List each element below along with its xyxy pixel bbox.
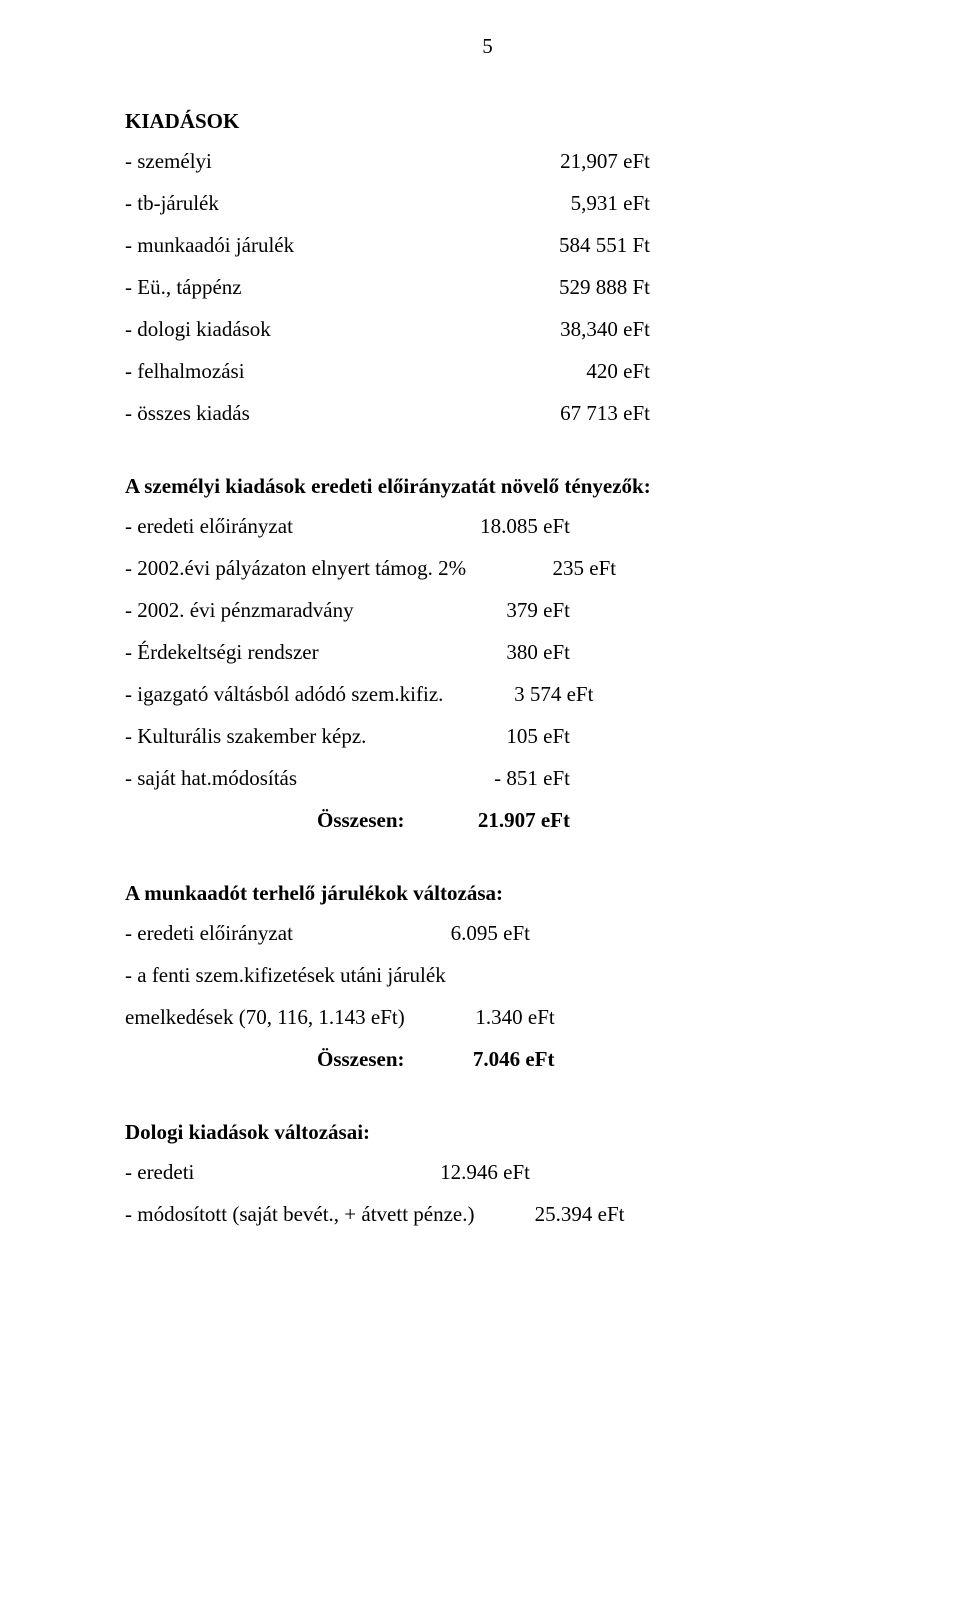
row-label: - a fenti szem.kifizetések utáni járulék xyxy=(125,954,446,996)
kiadasok-row: - felhalmozási 420 eFt xyxy=(125,350,850,392)
jarulekok-summary-row: Összesen: 7.046 eFt xyxy=(125,1038,850,1080)
dologi-row: - módosított (saját bevét., + átvett pén… xyxy=(125,1193,850,1235)
row-value: 67 713 eFt xyxy=(490,392,650,434)
row-label: - Kulturális szakember képz. xyxy=(125,715,366,757)
szemelyi-row: - eredeti előirányzat 18.085 eFt xyxy=(125,505,850,547)
dologi-block: Dologi kiadások változásai: - eredeti 12.… xyxy=(125,1120,850,1235)
row-value: 18.085 eFt xyxy=(420,505,570,547)
kiadasok-block: KIADÁSOK - személyi21,907 eFt- tb-járulé… xyxy=(125,109,850,434)
szemelyi-row: - igazgató váltásból adódó szem.kifiz.3 … xyxy=(125,673,850,715)
row-label: - eredeti előirányzat xyxy=(125,912,293,954)
jarulekok-summary-value: 7.046 eFt xyxy=(405,1038,555,1080)
row-label: - tb-járulék xyxy=(125,182,219,224)
row-label: - igazgató váltásból adódó szem.kifiz. xyxy=(125,673,443,715)
row-label: - személyi xyxy=(125,140,212,182)
row-value: 5,931 eFt xyxy=(490,182,650,224)
row-label: - saját hat.módosítás xyxy=(125,757,297,799)
jarulekok-heading: A munkaadót terhelő járulékok változása: xyxy=(125,881,850,906)
row-value: 12.946 eFt xyxy=(380,1151,530,1193)
row-value: 235 eFt xyxy=(466,547,616,589)
row-label: - eredeti xyxy=(125,1151,194,1193)
row-label: - Eü., táppénz xyxy=(125,266,242,308)
jarulekok-row: emelkedések (70, 116, 1.143 eFt)1.340 eF… xyxy=(125,996,850,1038)
row-value: 6.095 eFt xyxy=(380,912,530,954)
szemelyi-summary-row: Összesen: 21.907 eFt xyxy=(125,799,850,841)
row-label: - összes kiadás xyxy=(125,392,250,434)
row-value: 25.394 eFt xyxy=(474,1193,624,1235)
dologi-heading: Dologi kiadások változásai: xyxy=(125,1120,850,1145)
row-value: 584 551 Ft xyxy=(490,224,650,266)
jarulekok-row: - eredeti előirányzat 6.095 eFt xyxy=(125,912,850,954)
row-value: 21,907 eFt xyxy=(490,140,650,182)
kiadasok-row: - tb-járulék 5,931 eFt xyxy=(125,182,850,224)
row-value: 420 eFt xyxy=(490,350,650,392)
kiadasok-row: - személyi 21,907 eFt xyxy=(125,140,850,182)
row-value: - 851 eFt xyxy=(420,757,570,799)
row-value: 105 eFt xyxy=(420,715,570,757)
row-label: - felhalmozási xyxy=(125,350,245,392)
szemelyi-row: - saját hat.módosítás - 851 eFt xyxy=(125,757,850,799)
row-label: - 2002. évi pénzmaradvány xyxy=(125,589,354,631)
row-value: 38,340 eFt xyxy=(490,308,650,350)
szemelyi-summary-value: 21.907 eFt xyxy=(420,799,570,841)
row-value: 379 eFt xyxy=(420,589,570,631)
szemelyi-row: - Kulturális szakember képz. 105 eFt xyxy=(125,715,850,757)
row-label: - 2002.évi pályázaton elnyert támog. 2% xyxy=(125,547,466,589)
row-label: - eredeti előirányzat xyxy=(125,505,293,547)
row-value: 529 888 Ft xyxy=(490,266,650,308)
jarulekok-row: - a fenti szem.kifizetések utáni járulék xyxy=(125,954,850,996)
kiadasok-row: - munkaadói járulék 584 551 Ft xyxy=(125,224,850,266)
kiadasok-row: - Eü., táppénz 529 888 Ft xyxy=(125,266,850,308)
row-label: - Érdekeltségi rendszer xyxy=(125,631,319,673)
row-label: emelkedések (70, 116, 1.143 eFt) xyxy=(125,996,405,1038)
szemelyi-row: - 2002. évi pénzmaradvány 379 eFt xyxy=(125,589,850,631)
dologi-row: - eredeti 12.946 eFt xyxy=(125,1151,850,1193)
document-page: 5 KIADÁSOK - személyi21,907 eFt- tb-járu… xyxy=(0,0,960,1614)
kiadasok-heading: KIADÁSOK xyxy=(125,109,850,134)
szemelyi-row: - Érdekeltségi rendszer 380 eFt xyxy=(125,631,850,673)
jarulekok-block: A munkaadót terhelő járulékok változása:… xyxy=(125,881,850,1080)
row-label: - módosított (saját bevét., + átvett pén… xyxy=(125,1193,474,1235)
szemelyi-row: - 2002.évi pályázaton elnyert támog. 2%2… xyxy=(125,547,850,589)
row-label: - dologi kiadások xyxy=(125,308,271,350)
jarulekok-summary-label: Összesen: xyxy=(125,1038,405,1080)
kiadasok-row: - dologi kiadások 38,340 eFt xyxy=(125,308,850,350)
szemelyi-block: A személyi kiadások eredeti előirányzatá… xyxy=(125,474,850,841)
kiadasok-row: - összes kiadás 67 713 eFt xyxy=(125,392,850,434)
page-number: 5 xyxy=(125,34,850,59)
szemelyi-summary-label: Összesen: xyxy=(125,799,405,841)
row-value: 3 574 eFt xyxy=(443,673,593,715)
row-value: 380 eFt xyxy=(420,631,570,673)
row-value: 1.340 eFt xyxy=(405,996,555,1038)
row-label: - munkaadói járulék xyxy=(125,224,294,266)
szemelyi-heading: A személyi kiadások eredeti előirányzatá… xyxy=(125,474,850,499)
